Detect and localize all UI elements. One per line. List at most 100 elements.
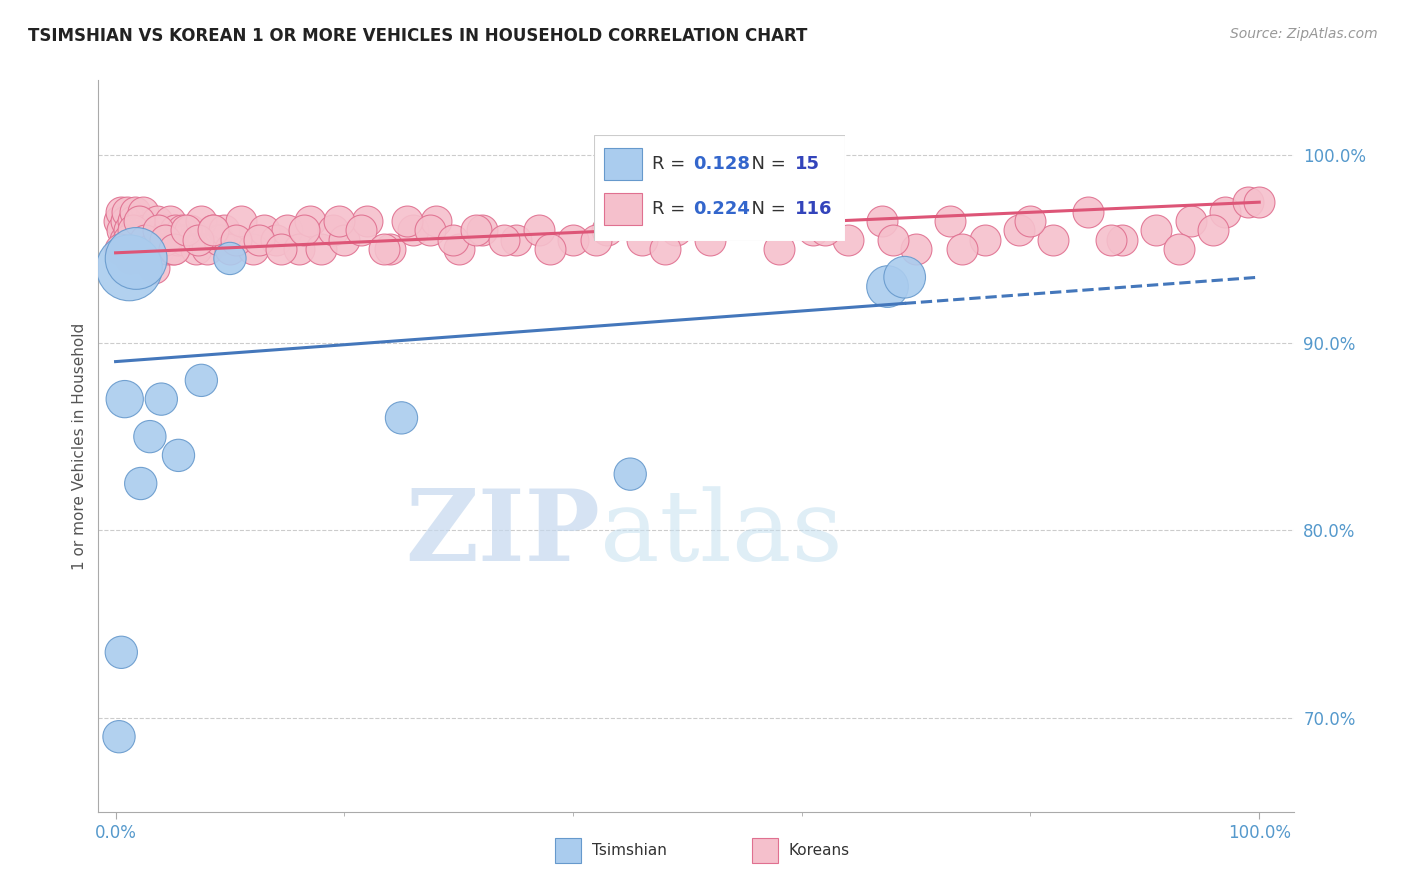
Point (298, 214, 321, 228)
Point (276, 223, 298, 237)
Point (391, 410, 413, 425)
Point (115, 204, 138, 219)
Point (585, 233, 607, 247)
Point (270, 242, 292, 256)
Point (121, 214, 143, 228)
Point (1236, 195, 1258, 210)
Point (163, 242, 186, 256)
Point (139, 242, 162, 256)
Point (108, 214, 131, 228)
Point (162, 242, 184, 256)
Point (157, 242, 180, 256)
Point (253, 223, 276, 237)
Point (328, 214, 350, 228)
Point (201, 223, 224, 237)
Point (939, 214, 962, 228)
Point (135, 252, 157, 266)
Y-axis label: 1 or more Vehicles in Household: 1 or more Vehicles in Household (72, 322, 87, 570)
Point (190, 214, 212, 228)
Point (893, 270, 915, 285)
Point (111, 223, 134, 237)
Point (110, 645, 132, 659)
Point (167, 449, 190, 463)
Point (108, 730, 131, 744)
Point (139, 429, 162, 443)
Point (114, 233, 136, 247)
Point (131, 252, 153, 266)
Point (125, 223, 148, 237)
Point (734, 214, 756, 228)
Point (207, 233, 229, 247)
Point (699, 233, 721, 247)
Point (176, 223, 198, 237)
Point (1168, 242, 1191, 256)
Point (1144, 223, 1167, 237)
Text: atlas: atlas (600, 486, 844, 582)
Point (141, 233, 163, 247)
Point (143, 260, 166, 275)
Point (425, 214, 447, 228)
Text: Source: ZipAtlas.com: Source: ZipAtlas.com (1230, 27, 1378, 41)
Point (127, 233, 149, 247)
Point (129, 476, 152, 491)
Point (139, 223, 162, 237)
Point (201, 223, 224, 237)
Point (219, 242, 242, 256)
Point (195, 242, 218, 256)
Point (505, 233, 527, 247)
Point (134, 233, 156, 247)
Point (120, 252, 142, 266)
Point (1111, 233, 1133, 247)
Point (287, 242, 309, 256)
Point (110, 204, 132, 219)
Point (115, 214, 138, 228)
Point (136, 242, 159, 256)
Point (596, 223, 619, 237)
Point (876, 279, 898, 293)
Point (768, 242, 790, 256)
Point (121, 233, 143, 247)
Point (118, 223, 141, 237)
Point (322, 223, 344, 237)
Point (231, 214, 253, 228)
Point (527, 223, 550, 237)
Point (333, 233, 356, 247)
Point (619, 467, 641, 482)
Point (373, 242, 395, 256)
Point (117, 233, 139, 247)
Point (187, 233, 209, 247)
Text: ZIP: ZIP (405, 485, 600, 582)
Point (163, 223, 186, 237)
Point (129, 214, 152, 228)
Point (118, 260, 141, 275)
Point (212, 223, 235, 237)
Point (905, 242, 928, 256)
Text: Koreans: Koreans (789, 844, 849, 858)
Text: Tsimshian: Tsimshian (592, 844, 666, 858)
Point (973, 233, 995, 247)
Point (179, 223, 201, 237)
Point (134, 233, 156, 247)
Point (264, 233, 287, 247)
Point (153, 233, 176, 247)
Point (122, 242, 145, 256)
Point (814, 223, 837, 237)
Point (148, 242, 170, 256)
Point (150, 392, 173, 406)
Point (494, 233, 516, 247)
Point (1180, 214, 1202, 228)
Point (128, 242, 150, 256)
Point (190, 373, 212, 387)
Point (247, 233, 270, 247)
Point (538, 242, 561, 256)
Text: TSIMSHIAN VS KOREAN 1 OR MORE VEHICLES IN HOUSEHOLD CORRELATION CHART: TSIMSHIAN VS KOREAN 1 OR MORE VEHICLES I… (28, 27, 807, 45)
Point (170, 223, 193, 237)
Point (1202, 223, 1225, 237)
Point (447, 242, 470, 256)
Point (441, 233, 464, 247)
Point (950, 242, 973, 256)
Point (470, 223, 492, 237)
Point (837, 233, 859, 247)
Point (292, 223, 315, 237)
Point (127, 223, 149, 237)
